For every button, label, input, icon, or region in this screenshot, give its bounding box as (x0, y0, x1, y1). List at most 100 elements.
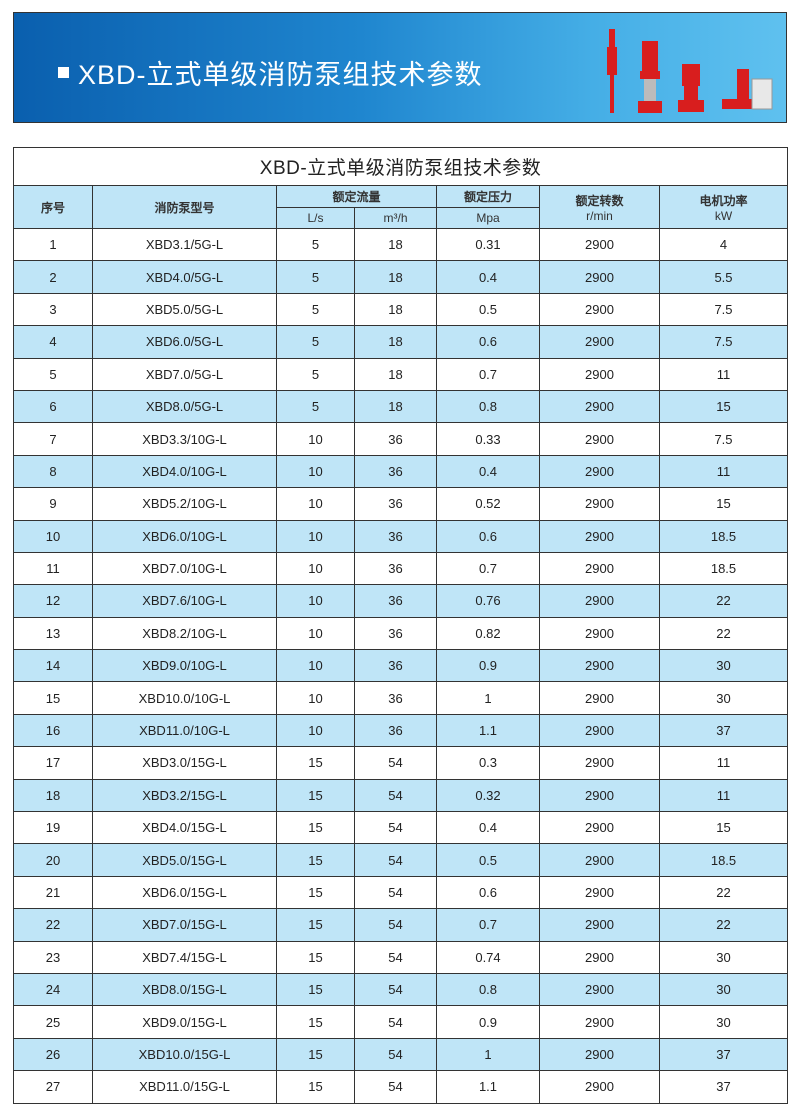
cell-model: XBD10.0/15G-L (92, 1037, 277, 1072)
cell-flow-ls: 10 (276, 519, 355, 553)
header-flow: 额定流量 (276, 185, 437, 208)
table-row: 3 XBD5.0/5G-L 5 18 0.5 2900 7.5 (13, 292, 788, 327)
cell-flow-ls: 15 (276, 1005, 355, 1039)
cell-index: 12 (13, 584, 93, 618)
cell-index: 9 (13, 487, 93, 521)
cell-power: 22 (659, 908, 788, 942)
cell-pressure: 0.5 (436, 843, 540, 877)
cell-pressure: 0.7 (436, 551, 540, 586)
header-power-label: 电机功率 (699, 193, 748, 208)
cell-pressure: 0.4 (436, 454, 540, 489)
table-row: 10 XBD6.0/10G-L 10 36 0.6 2900 18.5 (13, 519, 788, 553)
cell-pressure: 0.31 (436, 227, 540, 262)
cell-pressure: 0.6 (436, 325, 540, 359)
cell-index: 2 (13, 260, 93, 294)
cell-speed: 2900 (539, 1005, 660, 1039)
cell-flow-ls: 15 (276, 1037, 355, 1072)
cell-flow-m3h: 18 (354, 260, 437, 294)
cell-index: 25 (13, 1005, 93, 1039)
cell-pressure: 0.9 (436, 649, 540, 683)
table-row: 25 XBD9.0/15G-L 15 54 0.9 2900 30 (13, 1005, 788, 1039)
cell-pressure: 1 (436, 681, 540, 715)
cell-pressure: 0.7 (436, 357, 540, 391)
table-row: 17 XBD3.0/15G-L 15 54 0.3 2900 11 (13, 746, 788, 780)
cell-pressure: 0.52 (436, 487, 540, 521)
cell-speed: 2900 (539, 422, 660, 456)
table-row: 22 XBD7.0/15G-L 15 54 0.7 2900 22 (13, 908, 788, 942)
cell-speed: 2900 (539, 681, 660, 715)
cell-speed: 2900 (539, 325, 660, 359)
banner-title: XBD-立式单级消防泵组技术参数 (58, 53, 483, 92)
cell-model: XBD6.0/15G-L (92, 875, 277, 910)
cell-flow-m3h: 36 (354, 487, 437, 521)
cell-flow-ls: 10 (276, 681, 355, 715)
cell-flow-ls: 10 (276, 487, 355, 521)
cell-pressure: 0.7 (436, 908, 540, 942)
cell-index: 3 (13, 292, 93, 327)
cell-speed: 2900 (539, 260, 660, 294)
header-speed-label: 额定转数 (575, 193, 624, 208)
cell-flow-m3h: 54 (354, 811, 437, 845)
cell-power: 7.5 (659, 422, 788, 456)
cell-model: XBD3.1/5G-L (92, 227, 277, 262)
cell-model: XBD10.0/10G-L (92, 681, 277, 715)
cell-power: 37 (659, 1037, 788, 1072)
cell-model: XBD3.3/10G-L (92, 422, 277, 456)
cell-speed: 2900 (539, 778, 660, 813)
cell-power: 18.5 (659, 519, 788, 553)
cell-index: 16 (13, 713, 93, 748)
cell-index: 13 (13, 616, 93, 651)
cell-flow-m3h: 54 (354, 1070, 437, 1104)
cell-speed: 2900 (539, 454, 660, 489)
cell-power: 18.5 (659, 551, 788, 586)
header-speed-unit: r/min (586, 208, 613, 223)
cell-speed: 2900 (539, 1070, 660, 1104)
cell-speed: 2900 (539, 389, 660, 424)
table-row: 12 XBD7.6/10G-L 10 36 0.76 2900 22 (13, 584, 788, 618)
table-row: 16 XBD11.0/10G-L 10 36 1.1 2900 37 (13, 713, 788, 748)
cell-model: XBD9.0/10G-L (92, 649, 277, 683)
cell-index: 19 (13, 811, 93, 845)
cell-pressure: 0.32 (436, 778, 540, 813)
cell-speed: 2900 (539, 972, 660, 1007)
table-title: XBD-立式单级消防泵组技术参数 (13, 147, 788, 186)
cell-flow-ls: 5 (276, 227, 355, 262)
cell-flow-ls: 15 (276, 940, 355, 974)
cell-flow-m3h: 18 (354, 292, 437, 327)
cell-power: 7.5 (659, 292, 788, 327)
cell-model: XBD11.0/10G-L (92, 713, 277, 748)
cell-flow-ls: 10 (276, 713, 355, 748)
cell-speed: 2900 (539, 227, 660, 262)
table-row: 6 XBD8.0/5G-L 5 18 0.8 2900 15 (13, 389, 788, 424)
cell-pressure: 0.4 (436, 260, 540, 294)
cell-model: XBD6.0/10G-L (92, 519, 277, 553)
cell-flow-ls: 15 (276, 746, 355, 780)
cell-speed: 2900 (539, 713, 660, 748)
cell-power: 15 (659, 389, 788, 424)
cell-power: 15 (659, 811, 788, 845)
cell-index: 1 (13, 227, 93, 262)
cell-model: XBD7.0/10G-L (92, 551, 277, 586)
cell-pressure: 0.3 (436, 746, 540, 780)
header-flow-m3h: m³/h (354, 207, 437, 229)
cell-speed: 2900 (539, 811, 660, 845)
cell-model: XBD9.0/15G-L (92, 1005, 277, 1039)
header-power: 电机功率 kW (659, 185, 788, 229)
cell-power: 30 (659, 940, 788, 974)
cell-model: XBD6.0/5G-L (92, 325, 277, 359)
cell-speed: 2900 (539, 1037, 660, 1072)
cell-flow-m3h: 18 (354, 325, 437, 359)
cell-flow-m3h: 36 (354, 584, 437, 618)
cell-model: XBD5.0/5G-L (92, 292, 277, 327)
cell-flow-m3h: 36 (354, 713, 437, 748)
cell-flow-m3h: 36 (354, 454, 437, 489)
pump-spec-table: XBD-立式单级消防泵组技术参数 序号 消防泵型号 额定流量 额定压力 额定转数… (13, 147, 788, 1104)
cell-model: XBD11.0/15G-L (92, 1070, 277, 1104)
cell-model: XBD8.2/10G-L (92, 616, 277, 651)
cell-flow-ls: 10 (276, 422, 355, 456)
cell-power: 30 (659, 972, 788, 1007)
cell-power: 18.5 (659, 843, 788, 877)
cell-index: 7 (13, 422, 93, 456)
cell-speed: 2900 (539, 519, 660, 553)
cell-index: 15 (13, 681, 93, 715)
